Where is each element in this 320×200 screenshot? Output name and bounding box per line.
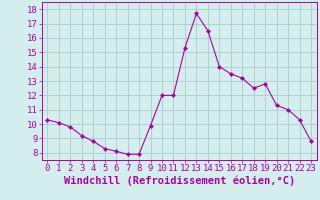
X-axis label: Windchill (Refroidissement éolien,°C): Windchill (Refroidissement éolien,°C) bbox=[64, 176, 295, 186]
